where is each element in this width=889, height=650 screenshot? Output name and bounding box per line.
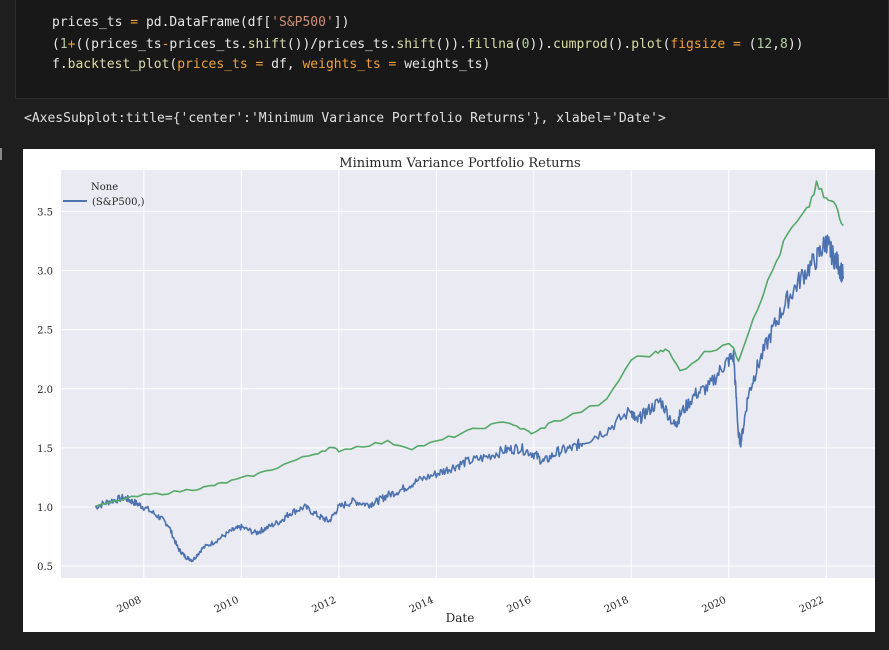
legend: None (S&P500,)	[63, 182, 145, 208]
x-tick-label: 2020	[700, 595, 728, 616]
x-tick-label: 2022	[798, 595, 826, 616]
series-group	[94, 180, 845, 563]
grid	[61, 170, 875, 578]
cell-marker	[0, 148, 2, 160]
chart-container: 0.5 1.0 1.5 2.0 2.5 3.0 3.5 2008 2010 2012 2014 20…	[23, 149, 875, 632]
y-ticks: 0.5 1.0 1.5 2.0 2.5 3.0 3.5	[37, 207, 53, 573]
x-tick-label: 2014	[408, 595, 436, 616]
x-axis-label: Date	[446, 611, 475, 625]
output-text: <AxesSubplot:title={'center':'Minimum Va…	[24, 111, 666, 126]
y-tick-label: 1.0	[37, 503, 53, 514]
chart-title: Minimum Variance Portfolio Returns	[339, 156, 580, 171]
series-line-sp500	[94, 234, 845, 563]
plot-area	[61, 170, 875, 578]
x-tick-label: 2010	[213, 595, 241, 616]
code-cell[interactable]: prices_ts = pd.DataFrame(df['S&P500']) (…	[15, 0, 889, 99]
y-tick-label: 3.0	[37, 267, 53, 278]
code-line-3: f.backtest_plot(prices_ts = df, weights_…	[52, 57, 491, 72]
y-tick-label: 3.5	[37, 207, 53, 218]
series-line-portfolio	[94, 180, 844, 508]
line-chart: 0.5 1.0 1.5 2.0 2.5 3.0 3.5 2008 2010 2012 2014 20…	[37, 156, 875, 625]
x-tick-label: 2018	[603, 595, 631, 616]
y-tick-label: 0.5	[37, 562, 53, 573]
y-tick-label: 2.5	[37, 326, 53, 337]
code-line-2: (1+((prices_ts-prices_ts.shift())/prices…	[52, 37, 804, 52]
y-tick-label: 2.0	[37, 385, 53, 396]
legend-label-sp500: (S&P500,)	[92, 197, 145, 208]
legend-title: None	[91, 182, 118, 193]
y-tick-label: 1.5	[37, 444, 53, 455]
x-tick-label: 2008	[115, 595, 143, 616]
x-tick-label: 2012	[310, 595, 338, 616]
x-tick-label: 2016	[505, 595, 533, 616]
code-line-1: prices_ts = pd.DataFrame(df['S&P500'])	[52, 15, 350, 30]
